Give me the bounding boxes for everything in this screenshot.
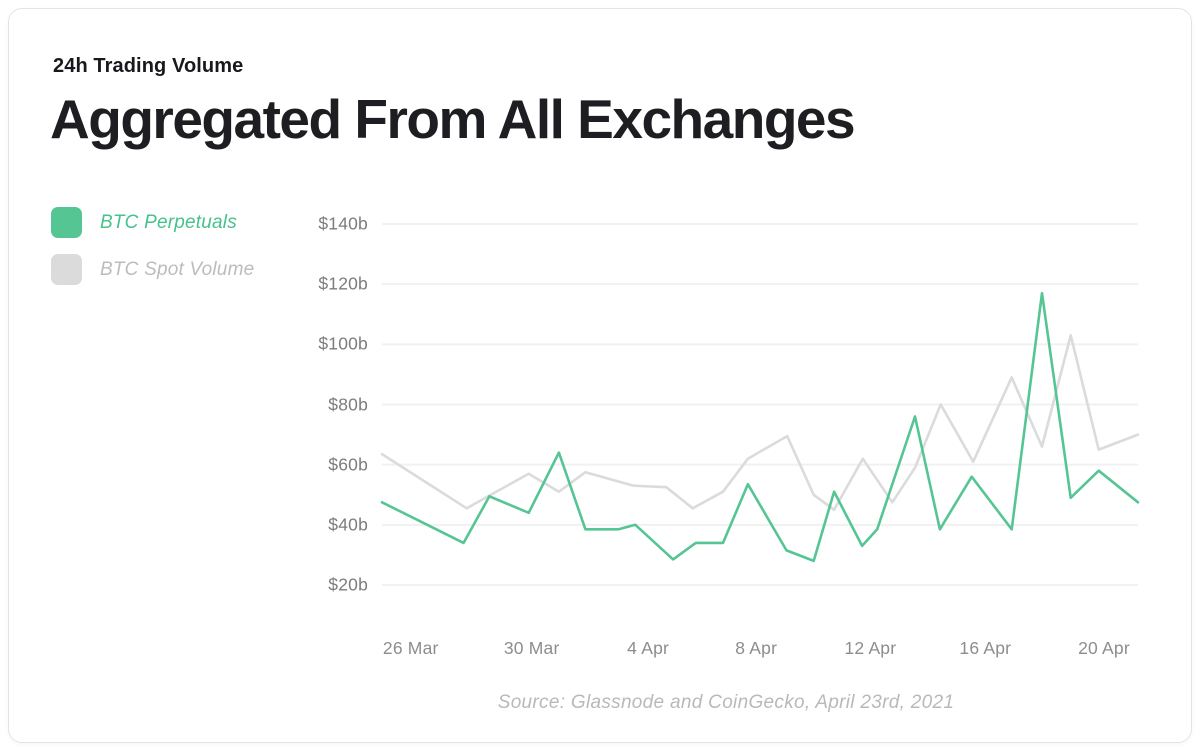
legend: BTC Perpetuals BTC Spot Volume (51, 207, 254, 285)
y-axis-label: $20b (328, 574, 368, 595)
x-axis-label: 8 Apr (735, 638, 778, 658)
y-axis-label: $60b (328, 454, 368, 475)
x-axis-label: 30 Mar (503, 638, 560, 658)
x-axis-label: 16 Apr (959, 638, 1012, 658)
y-axis-label: $100b (318, 333, 368, 354)
y-axis-label: $140b (318, 213, 368, 234)
legend-item-btc-perpetuals: BTC Perpetuals (51, 207, 254, 238)
y-axis-label: $40b (328, 514, 368, 535)
line-chart-canvas (380, 223, 1140, 586)
x-axis-label: 12 Apr (844, 638, 897, 658)
series-line-btc-perpetuals (380, 291, 1140, 563)
x-axis-label: 20 Apr (1078, 638, 1130, 658)
legend-label: BTC Spot Volume (100, 258, 255, 280)
source-note: Source: Glassnode and CoinGecko, April 2… (497, 692, 955, 713)
btc-perpetuals-swatch (51, 207, 82, 238)
line-chart-plot-area: $140b $120b $100b $80b $60b $40b $20b 26 Mar 30 … (318, 214, 1140, 658)
series-line-btc-spot-volume (380, 334, 1140, 512)
page-title: Aggregated From All Exchanges (50, 88, 856, 150)
x-axis-label: 4 Apr (627, 638, 670, 658)
btc-spot-volume-swatch (51, 254, 82, 285)
chart-subtitle: 24h Trading Volume (53, 55, 244, 77)
y-axis-label: $80b (328, 394, 368, 414)
y-axis-label: $120b (318, 273, 368, 294)
x-axis-label: 26 Mar (382, 638, 439, 658)
legend-item-btc-spot-volume: BTC Spot Volume (51, 254, 254, 285)
chart-card: 24h Trading Volume Aggregated From All E… (8, 8, 1192, 743)
legend-label: BTC Perpetuals (100, 211, 237, 233)
